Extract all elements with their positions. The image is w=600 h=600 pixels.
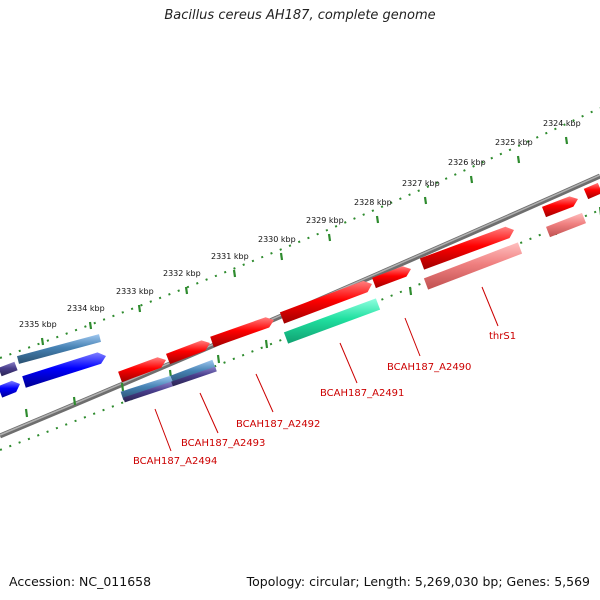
major-tick — [120, 382, 125, 392]
callout-line — [154, 408, 172, 452]
major-tick — [24, 408, 29, 418]
accession-label: Accession: NC_011658 — [9, 574, 152, 589]
major-tick — [327, 233, 332, 242]
major-tick — [264, 339, 269, 349]
major-tick — [216, 354, 221, 364]
gene-callouts: thrS1 BCAH187_A2490 BCAH187_A2491 BCAH187_A… — [133, 286, 516, 467]
kbp-label: 2329 kbp — [306, 216, 344, 225]
kbp-label: 2335 kbp — [19, 320, 57, 329]
major-tick — [137, 304, 142, 313]
callout-line — [255, 373, 274, 413]
gene-features — [0, 182, 600, 403]
gene-feature — [17, 334, 101, 364]
major-tick — [88, 321, 93, 330]
inner-ruler — [0, 209, 600, 451]
kbp-label: 2327 kbp — [402, 179, 440, 188]
gene-feature — [210, 317, 274, 348]
callout-line — [199, 392, 219, 434]
callout-line — [339, 342, 358, 384]
gene-feature — [22, 352, 107, 388]
outer-ruler — [0, 107, 600, 359]
kbp-label: 2334 kbp — [67, 304, 105, 313]
kbp-label: 2328 kbp — [354, 198, 392, 207]
major-tick — [423, 196, 428, 205]
gene-feature — [166, 340, 210, 365]
kbp-label: 2332 kbp — [163, 269, 201, 278]
gene-feature — [118, 357, 166, 383]
major-tick — [469, 175, 474, 184]
kbp-labels: 2324 kbp 2325 kbp 2326 kbp 2327 kbp 2328 kbp… — [19, 119, 581, 329]
major-tick — [408, 286, 413, 296]
major-tick — [516, 155, 521, 164]
gene-feature — [419, 226, 514, 270]
kbp-label: 2326 kbp — [448, 158, 486, 167]
gene-feature — [542, 196, 578, 218]
kbp-label: 2325 kbp — [495, 138, 533, 147]
gene-feature — [583, 182, 600, 200]
genome-summary: Topology: circular; Length: 5,269,030 bp… — [246, 574, 590, 589]
callout-line — [481, 286, 499, 327]
major-tick — [279, 252, 284, 261]
major-tick — [72, 396, 77, 406]
gene-label[interactable]: BCAH187_A2491 — [320, 388, 404, 399]
gene-feature — [279, 280, 372, 324]
gene-feature — [171, 366, 217, 387]
gene-feature — [0, 361, 18, 377]
callout-line — [404, 317, 421, 357]
kbp-label: 2333 kbp — [116, 287, 154, 296]
gene-label[interactable]: BCAH187_A2490 — [387, 362, 471, 373]
kbp-label: 2331 kbp — [211, 252, 249, 261]
gene-feature — [123, 381, 173, 403]
gene-label[interactable]: thrS1 — [489, 331, 516, 342]
gene-feature — [423, 242, 523, 290]
gene-feature — [283, 298, 381, 344]
major-tick — [40, 337, 45, 346]
gene-feature — [372, 266, 411, 289]
kbp-label: 2330 kbp — [258, 235, 296, 244]
major-tick — [564, 136, 569, 145]
gene-feature — [0, 380, 20, 398]
map-title: Bacillus cereus AH187, complete genome — [164, 8, 436, 23]
major-tick — [184, 286, 189, 295]
kbp-label: 2324 kbp — [543, 119, 581, 128]
gene-label[interactable]: BCAH187_A2493 — [181, 438, 265, 449]
major-tick — [375, 215, 380, 224]
gene-feature — [546, 212, 586, 238]
gene-label[interactable]: BCAH187_A2494 — [133, 456, 217, 467]
gene-label[interactable]: BCAH187_A2492 — [236, 419, 320, 430]
outer-major-ticks — [40, 136, 569, 346]
major-tick — [232, 269, 237, 278]
